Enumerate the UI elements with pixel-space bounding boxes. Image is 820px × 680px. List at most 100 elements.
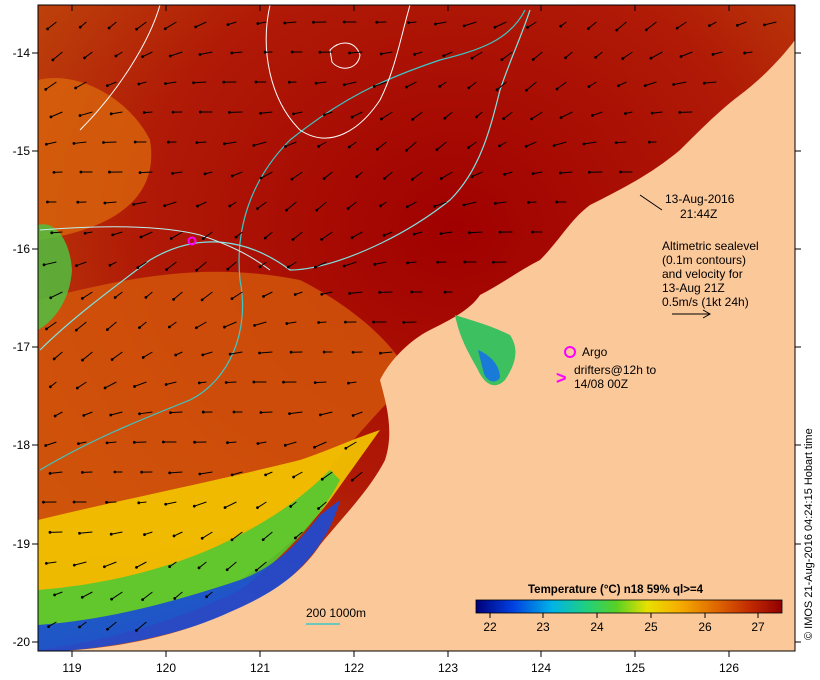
velocity-arrow-head — [195, 268, 198, 272]
velocity-arrow-head — [435, 148, 439, 152]
velocity-arrow — [231, 291, 243, 300]
velocity-arrow-head — [402, 321, 406, 324]
velocity-arrow-head — [83, 56, 86, 60]
velocity-arrow-head — [194, 326, 198, 330]
velocity-arrow-head — [289, 350, 293, 354]
velocity-arrow-head — [80, 595, 84, 599]
velocity-arrow-head — [587, 85, 591, 89]
velocity-arrow — [114, 291, 123, 298]
velocity-arrow-head — [79, 170, 83, 174]
date-pointer — [639, 194, 663, 211]
velocity-arrow — [75, 321, 87, 331]
velocity-arrow-head — [77, 442, 80, 445]
velocity-arrow-head — [470, 56, 474, 60]
velocity-arrow-head — [503, 172, 507, 176]
velocity-arrow-head — [46, 27, 49, 31]
velocity-arrow — [199, 51, 213, 55]
velocity-arrow — [107, 81, 117, 87]
velocity-arrow-head — [76, 200, 80, 204]
velocity-arrow — [145, 291, 153, 298]
velocity-arrow-head — [615, 28, 619, 32]
velocity-arrow — [533, 171, 543, 175]
velocity-arrow-head — [320, 477, 324, 481]
velocity-arrow-head — [350, 236, 354, 240]
velocity-arrow-head — [144, 295, 148, 299]
velocity-arrow — [74, 561, 87, 566]
velocity-arrow-head — [105, 500, 108, 504]
velocity-arrow-head — [78, 114, 82, 117]
velocity-arrow-head — [49, 115, 53, 119]
velocity-arrow-head — [172, 297, 175, 301]
velocity-arrow-head — [462, 24, 466, 28]
velocity-arrow — [50, 471, 63, 474]
velocity-arrow — [374, 261, 387, 265]
velocity-arrow-head — [348, 51, 351, 55]
velocity-arrow — [224, 141, 237, 145]
velocity-arrow — [588, 21, 597, 29]
velocity-arrow-head — [288, 412, 291, 416]
velocity-arrow — [380, 351, 393, 354]
sst-green-band — [38, 470, 340, 650]
velocity-arrow-head — [498, 144, 501, 148]
velocity-arrow-head — [649, 56, 653, 60]
velocity-arrow — [73, 141, 87, 144]
velocity-arrow — [140, 231, 153, 238]
velocity-arrow-head — [350, 115, 354, 119]
velocity-arrow — [351, 111, 363, 118]
lon-tick-label: 125 — [625, 661, 645, 675]
velocity-arrow-head — [252, 380, 256, 384]
velocity-arrow-head — [290, 50, 294, 54]
velocity-arrow-head — [44, 561, 48, 565]
velocity-arrow-head — [531, 230, 534, 234]
velocity-arrow-head — [743, 51, 747, 55]
velocity-arrow-head — [347, 381, 350, 385]
velocity-arrow-head — [139, 235, 143, 239]
velocity-arrow-head — [344, 446, 348, 450]
velocity-arrow-head — [201, 353, 205, 357]
velocity-arrow — [194, 501, 207, 507]
velocity-arrow — [171, 231, 183, 239]
colorbar-tick-label: 23 — [536, 620, 550, 634]
velocity-arrow — [292, 231, 303, 240]
sealevel-contour-1 — [79, 5, 161, 131]
velocity-arrow-head — [475, 115, 478, 119]
velocity-arrow-head — [342, 264, 346, 268]
velocity-arrow-head — [442, 54, 446, 58]
velocity-arrow-head — [234, 235, 238, 239]
velocity-arrow-head — [294, 536, 297, 540]
velocity-arrow-head — [83, 231, 87, 235]
velocity-arrow — [618, 81, 627, 87]
velocity-arrow-head — [258, 265, 262, 269]
velocity-arrow-head — [351, 350, 355, 354]
velocity-arrow — [53, 351, 63, 360]
velocity-arrow-head — [192, 504, 196, 508]
velocity-arrow-head — [555, 200, 559, 204]
velocity-arrow — [166, 261, 177, 271]
velocity-arrow — [315, 381, 327, 384]
velocity-arrow — [79, 621, 87, 628]
velocity-arrow — [75, 81, 87, 89]
velocity-arrow-head — [141, 356, 145, 359]
velocity-arrow-head — [313, 381, 317, 385]
velocity-arrow — [560, 111, 573, 119]
velocity-arrow — [165, 21, 177, 30]
velocity-arrow-head — [439, 232, 443, 236]
velocity-arrow — [110, 411, 123, 416]
velocity-arrow-head — [443, 116, 447, 120]
velocity-arrow — [374, 81, 387, 87]
velocity-arrow-head — [198, 472, 202, 476]
velocity-arrow-head — [586, 27, 590, 31]
credit-text: © IMOS 21-Aug-2016 04:24:15 Hobart time — [803, 428, 815, 640]
velocity-arrow-head — [72, 142, 76, 145]
velocity-arrow — [495, 201, 507, 204]
velocity-arrow — [321, 291, 333, 295]
velocity-arrow-head — [552, 144, 556, 147]
velocity-arrow-head — [105, 84, 109, 88]
velocity-arrow — [164, 201, 177, 207]
velocity-arrow-head — [318, 413, 322, 417]
velocity-arrow-head — [113, 470, 117, 474]
velocity-arrow — [112, 231, 123, 236]
velocity-arrow-head — [78, 25, 82, 29]
velocity-arrow — [595, 51, 603, 58]
velocity-arrow-head — [109, 413, 113, 417]
